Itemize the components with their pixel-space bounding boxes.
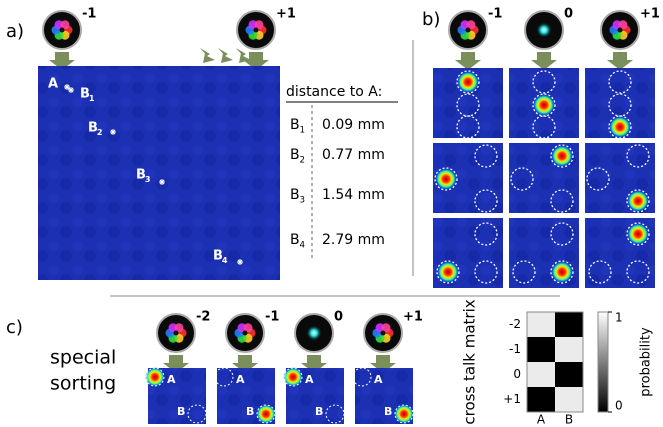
beam-core <box>306 325 322 341</box>
label: 3 <box>300 195 306 205</box>
matrix-cell <box>555 312 583 337</box>
bright-spot <box>283 367 303 387</box>
bright-spot <box>145 367 165 387</box>
label: 3 <box>145 175 151 184</box>
matrix-cell <box>527 312 555 337</box>
label: 1 <box>300 125 306 135</box>
label: +1 <box>640 7 660 22</box>
matrix-cell <box>555 362 583 387</box>
label: 0.77 mm <box>322 147 385 163</box>
label: B <box>290 187 300 203</box>
label: A <box>374 373 383 386</box>
label: cross talk matrix <box>461 299 479 424</box>
beam-core <box>381 331 386 336</box>
label: -1 <box>509 342 521 356</box>
beam-core <box>536 22 552 38</box>
label: b) <box>422 9 440 30</box>
label: 0 <box>513 367 521 381</box>
label: B <box>290 232 300 248</box>
label: 0 <box>615 399 623 413</box>
label: B <box>290 147 300 163</box>
label: +1 <box>503 392 521 406</box>
beam-core <box>466 28 471 33</box>
label: 0 <box>334 310 343 325</box>
label: B <box>315 405 323 418</box>
label: B <box>246 405 254 418</box>
label: 0 <box>564 7 573 22</box>
label: +1 <box>403 310 423 325</box>
label: sorting <box>50 373 116 395</box>
label: -2 <box>509 317 521 331</box>
label: A <box>537 413 546 427</box>
label: special <box>50 347 116 369</box>
image <box>38 66 280 280</box>
small-arrow <box>200 48 215 63</box>
matrix-cell <box>527 387 555 412</box>
label: 2.79 mm <box>322 232 385 248</box>
label: 4 <box>300 240 306 250</box>
label: probability <box>639 327 654 397</box>
label: -1 <box>488 7 502 22</box>
arrow <box>531 52 557 70</box>
bright-spot <box>394 404 414 424</box>
matrix-cell <box>527 362 555 387</box>
label: 1 <box>89 94 95 103</box>
matrix-cell <box>555 387 583 412</box>
label: A <box>236 373 245 386</box>
label: a) <box>6 21 24 42</box>
label: 2 <box>300 155 306 165</box>
beam-core <box>174 331 179 336</box>
label: -1 <box>82 7 96 22</box>
matrix-cell <box>555 337 583 362</box>
label: 2 <box>97 128 103 137</box>
label: 4 <box>222 256 228 265</box>
label: 1.54 mm <box>322 187 385 203</box>
beam-core <box>243 331 248 336</box>
label: distance to A: <box>286 84 382 100</box>
label: B <box>177 405 185 418</box>
label: B <box>290 117 300 133</box>
label: A <box>167 373 176 386</box>
label: B <box>565 413 573 427</box>
label: -1 <box>265 310 279 325</box>
bright-spot <box>256 404 276 424</box>
label: B <box>384 405 392 418</box>
label: +1 <box>276 7 296 22</box>
label: 0.09 mm <box>322 117 385 133</box>
arrow <box>607 52 633 70</box>
small-arrow <box>218 48 233 63</box>
colorbar <box>598 312 608 412</box>
label: c) <box>6 317 23 338</box>
beam-core <box>60 28 65 33</box>
label: -2 <box>196 310 210 325</box>
label: A <box>305 373 314 386</box>
label: 1 <box>615 311 623 325</box>
label: A <box>48 77 58 92</box>
beam-core <box>254 28 259 33</box>
matrix-cell <box>527 337 555 362</box>
beam-core <box>618 28 623 33</box>
figure: a)-1+1AB1B2B3B4distance to A:B10.09 mmB2… <box>0 0 663 427</box>
arrow <box>455 52 481 70</box>
